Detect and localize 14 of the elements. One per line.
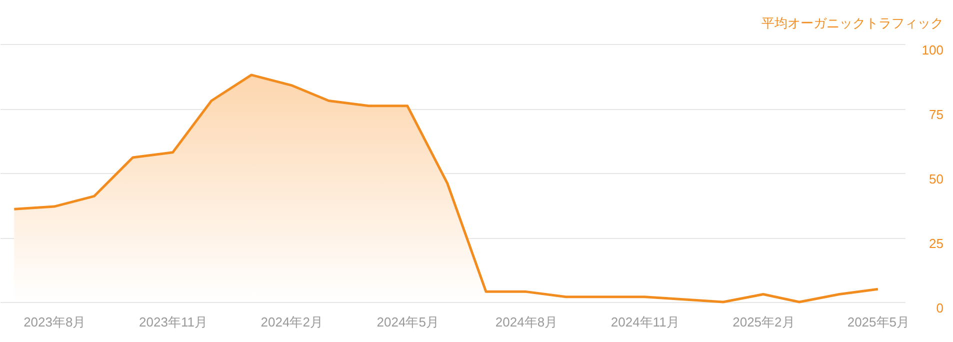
x-tick-label: 2025年5月 <box>847 314 910 330</box>
y-tick-label: 50 <box>929 172 944 186</box>
x-tick-label: 2025年2月 <box>732 314 795 330</box>
x-tick-label: 2023年8月 <box>24 314 86 330</box>
y-tick-label: 100 <box>922 42 944 58</box>
y-tick-label: 25 <box>929 236 944 251</box>
x-tick-label: 2024年5月 <box>376 314 439 330</box>
x-tick-label: 2023年11月 <box>139 314 208 330</box>
x-tick-label: 2024年2月 <box>260 314 323 330</box>
y-tick-label: 75 <box>929 107 944 122</box>
y-tick-label: 0 <box>936 300 944 316</box>
x-tick-label: 2024年8月 <box>495 314 558 330</box>
y-axis-title: 平均オーガニックトラフィック <box>762 16 944 30</box>
x-tick-label: 2024年11月 <box>610 314 680 330</box>
